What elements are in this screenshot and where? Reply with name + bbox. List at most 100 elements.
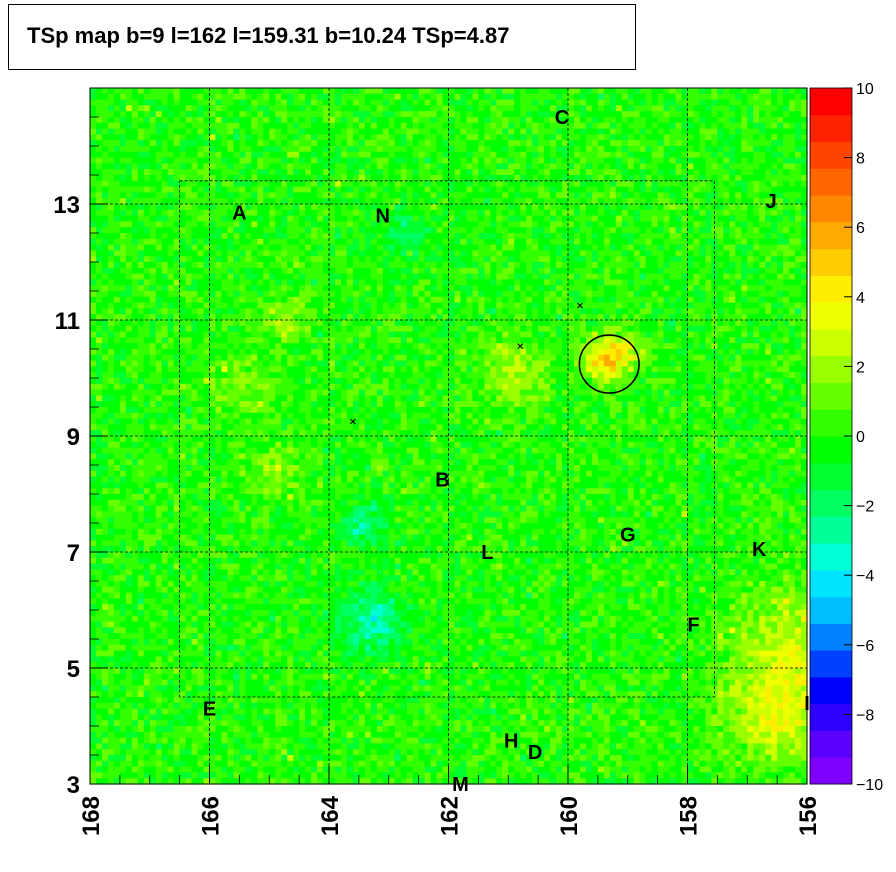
heatmap-cell — [430, 238, 438, 246]
heatmap-cell — [639, 99, 647, 106]
heatmap-cell — [358, 157, 366, 164]
heatmap-cell — [579, 88, 587, 95]
heatmap-cell — [645, 221, 653, 228]
heatmap-cell — [609, 233, 617, 240]
heatmap-cell — [603, 122, 611, 130]
heatmap-cell — [591, 209, 599, 217]
heatmap-cell — [430, 267, 438, 275]
heatmap-cell — [293, 99, 300, 106]
heatmap-cell — [514, 302, 521, 309]
heatmap-cell — [382, 180, 390, 188]
heatmap-cell — [496, 267, 503, 275]
heatmap-cell — [131, 221, 139, 228]
heatmap-cell — [352, 111, 360, 118]
heatmap-cell — [173, 192, 181, 199]
heatmap-cell — [562, 262, 569, 269]
heatmap-cell — [442, 93, 450, 101]
heatmap-cell — [723, 209, 730, 217]
heatmap-cell — [209, 296, 217, 304]
heatmap-cell — [448, 296, 456, 304]
heatmap-cell — [777, 117, 784, 124]
heatmap-cell — [579, 215, 587, 222]
heatmap-cell — [597, 134, 605, 141]
heatmap-cell — [329, 302, 336, 309]
heatmap-cell — [119, 175, 127, 182]
heatmap-cell — [705, 238, 712, 246]
heatmap-cell — [579, 157, 587, 164]
heatmap-cell — [245, 291, 252, 298]
heatmap-cell — [113, 291, 121, 298]
heatmap-cell — [801, 215, 808, 222]
heatmap-cell — [436, 128, 444, 135]
heatmap-cell — [323, 285, 330, 292]
heatmap-cell — [269, 285, 276, 292]
heatmap-cell — [693, 151, 701, 159]
heatmap-cell — [263, 204, 270, 211]
heatmap-cell — [681, 88, 689, 95]
heatmap-cell — [113, 296, 121, 304]
heatmap-cell — [275, 256, 282, 263]
heatmap-cell — [400, 302, 408, 309]
heatmap-cell — [573, 105, 581, 112]
heatmap-cell — [699, 262, 707, 269]
heatmap-cell — [406, 320, 414, 327]
heatmap-cell — [520, 256, 527, 263]
heatmap-cell — [777, 314, 784, 321]
heatmap-cell — [783, 244, 790, 251]
heatmap-cell — [508, 308, 515, 315]
heatmap-cell — [430, 314, 438, 321]
heatmap-cell — [215, 111, 223, 118]
heatmap-cell — [717, 209, 724, 217]
heatmap-cell — [323, 209, 330, 217]
heatmap-cell — [257, 198, 264, 205]
heatmap-cell — [293, 117, 300, 124]
heatmap-cell — [681, 296, 689, 304]
heatmap-cell — [101, 122, 109, 130]
heatmap-cell — [299, 238, 306, 246]
heatmap-cell — [311, 146, 318, 153]
heatmap-cell — [412, 117, 420, 124]
heatmap-cell — [627, 186, 635, 193]
heatmap-cell — [687, 93, 695, 101]
heatmap-cell — [227, 215, 234, 222]
heatmap-cell — [699, 314, 707, 321]
heatmap-cell — [257, 262, 264, 269]
heatmap-cell — [299, 111, 306, 118]
heatmap-cell — [777, 157, 784, 164]
heatmap-cell — [418, 215, 426, 222]
heatmap-cell — [107, 169, 115, 176]
heatmap-cell — [323, 302, 330, 309]
heatmap-cell — [777, 291, 784, 298]
heatmap-cell — [568, 296, 575, 304]
heatmap-cell — [591, 151, 599, 159]
heatmap-cell — [753, 314, 760, 321]
heatmap-cell — [185, 88, 193, 95]
heatmap-cell — [454, 163, 462, 170]
heatmap-cell — [562, 314, 569, 321]
heatmap-cell — [137, 262, 145, 269]
heatmap-cell — [299, 291, 306, 298]
heatmap-cell — [735, 273, 742, 280]
heatmap-cell — [514, 128, 521, 135]
heatmap-cell — [209, 233, 217, 240]
heatmap-cell — [191, 291, 199, 298]
heatmap-cell — [293, 273, 300, 280]
heatmap-cell — [113, 122, 121, 130]
heatmap-cell — [424, 302, 432, 309]
heatmap-cell — [597, 157, 605, 164]
heatmap-cell — [412, 250, 420, 257]
heatmap-cell — [777, 128, 784, 135]
heatmap-cell — [484, 291, 491, 298]
heatmap-cell — [376, 146, 384, 153]
heatmap-cell — [460, 105, 468, 112]
heatmap-cell — [765, 93, 772, 101]
heatmap-cell — [281, 169, 288, 176]
heatmap-cell — [406, 250, 414, 257]
heatmap-cell — [729, 151, 736, 159]
heatmap-cell — [544, 93, 551, 101]
heatmap-cell — [478, 111, 485, 118]
heatmap-cell — [663, 273, 671, 280]
heatmap-cell — [424, 175, 432, 182]
heatmap-cell — [657, 314, 665, 321]
heatmap-cell — [795, 140, 802, 147]
